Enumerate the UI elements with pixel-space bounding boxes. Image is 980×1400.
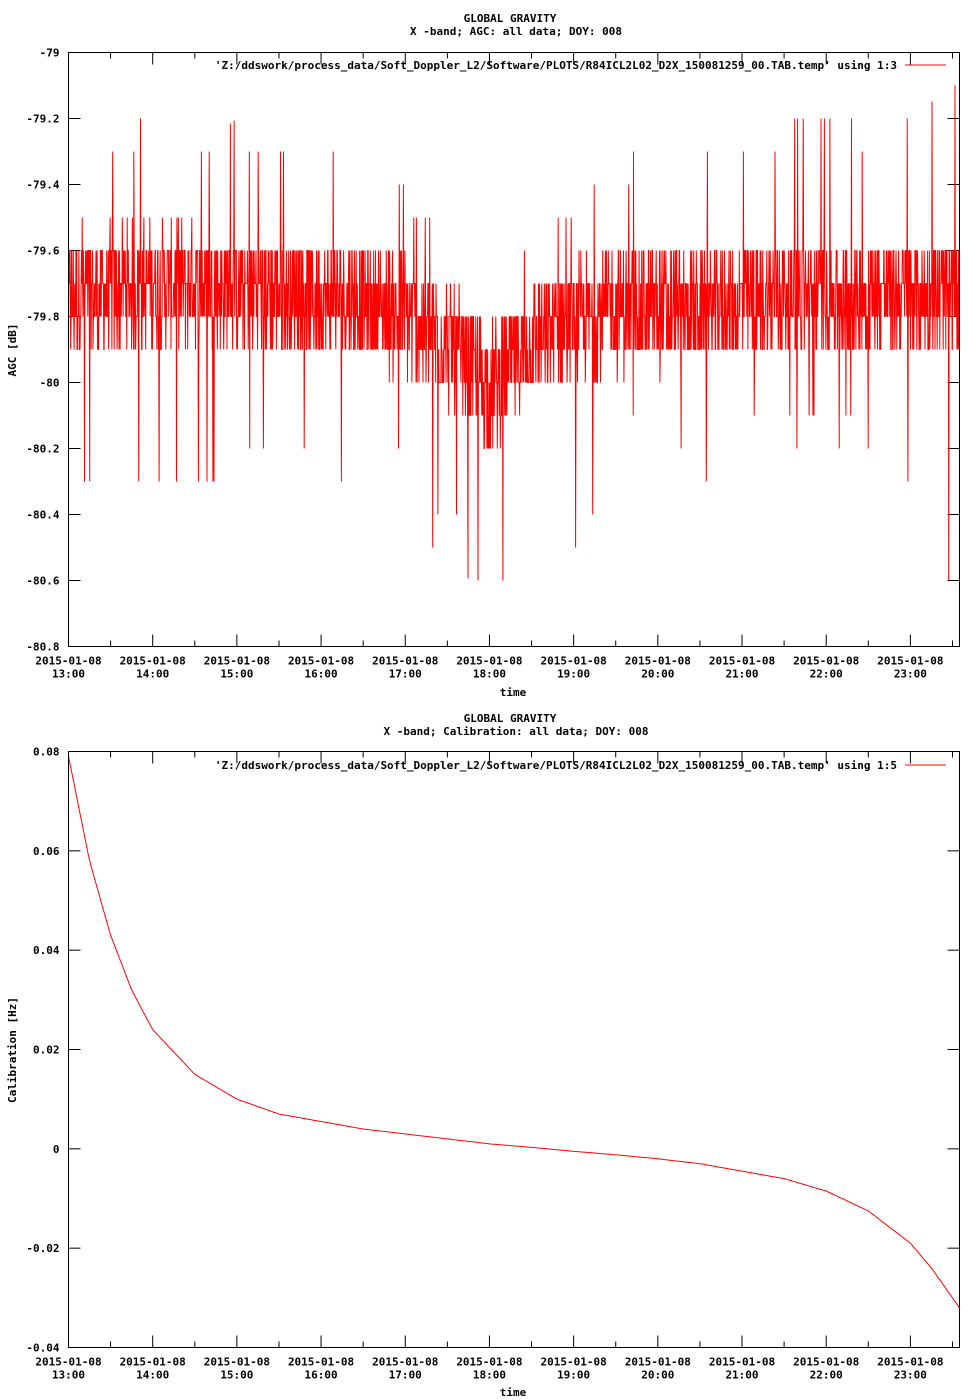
calibration-chart-x-tick-date: 2015-01-08 [877,1356,943,1369]
agc-chart-x-tick-time: 18:00 [473,668,506,681]
agc-chart-x-tick-time: 17:00 [389,668,422,681]
calibration-chart-x-tick-date: 2015-01-08 [625,1356,691,1369]
agc-chart-y-tick-label: -79.4 [26,179,59,192]
calibration-chart-y-tick-label: 0.02 [33,1044,60,1057]
agc-chart-x-tick-date: 2015-01-08 [793,655,859,668]
calibration-chart-legend-label: 'Z:/ddswork/process_data/Soft_Doppler_L2… [215,759,897,772]
agc-chart-x-tick-time: 14:00 [136,668,169,681]
agc-chart-y-tick-label: -79.2 [26,113,59,126]
calibration-chart-y-tick-label: 0.08 [33,746,60,759]
calibration-chart-x-tick-date: 2015-01-08 [204,1356,270,1369]
agc-chart-x-tick-date: 2015-01-08 [35,655,101,668]
calibration-chart-title: GLOBAL GRAVITY [464,712,557,725]
agc-chart-x-tick-time: 19:00 [557,668,590,681]
calibration-chart-x-tick-time: 16:00 [305,1369,338,1382]
calibration-chart-x-tick-date: 2015-01-08 [709,1356,775,1369]
agc-chart-x-tick-time: 22:00 [810,668,843,681]
agc-chart-y-tick-label: -79.6 [26,245,59,258]
agc-chart-y-tick-label: -79.8 [26,311,59,324]
calibration-chart-y-tick-label: 0.06 [33,845,60,858]
calibration-chart-frame [68,751,960,1348]
calibration-chart-series-line [68,756,960,1309]
calibration-chart-ticks: 0.080.060.040.020-0.02-0.042015-01-0813:… [26,746,960,1382]
agc-chart-x-tick-date: 2015-01-08 [204,655,270,668]
agc-chart-x-tick-date: 2015-01-08 [372,655,438,668]
calibration-chart-x-tick-date: 2015-01-08 [35,1356,101,1369]
agc-chart-title: GLOBAL GRAVITY [464,12,557,25]
calibration-chart: GLOBAL GRAVITY X -band; Calibration: all… [6,712,960,1399]
calibration-chart-y-tick-label: -0.04 [26,1342,59,1355]
calibration-chart-x-tick-time: 23:00 [894,1369,927,1382]
calibration-chart-x-tick-date: 2015-01-08 [793,1356,859,1369]
agc-chart-x-tick-date: 2015-01-08 [541,655,607,668]
calibration-chart-x-tick-date: 2015-01-08 [456,1356,522,1369]
calibration-chart-x-tick-time: 19:00 [557,1369,590,1382]
agc-chart-subtitle: X -band; AGC: all data; DOY: 008 [410,25,622,38]
calibration-chart-x-tick-date: 2015-01-08 [372,1356,438,1369]
calibration-chart-x-tick-date: 2015-01-08 [541,1356,607,1369]
calibration-chart-x-tick-time: 20:00 [641,1369,674,1382]
agc-chart-x-tick-date: 2015-01-08 [456,655,522,668]
agc-chart-y-tick-label: -80.8 [26,641,59,654]
agc-chart: GLOBAL GRAVITY X -band; AGC: all data; D… [6,12,960,699]
agc-chart-y-tick-label: -80.4 [26,509,59,522]
agc-chart-x-tick-date: 2015-01-08 [288,655,354,668]
calibration-chart-x-tick-time: 18:00 [473,1369,506,1382]
calibration-chart-y-tick-label: 0 [53,1143,60,1156]
agc-chart-series-line [68,85,960,581]
calibration-chart-x-tick-date: 2015-01-08 [120,1356,186,1369]
calibration-chart-x-tick-time: 22:00 [810,1369,843,1382]
calibration-chart-x-axis-label: time [500,1386,527,1399]
calibration-chart-x-tick-time: 17:00 [389,1369,422,1382]
agc-chart-y-tick-label: -80.6 [26,575,59,588]
calibration-chart-y-tick-label: -0.02 [26,1242,59,1255]
agc-chart-y-tick-label: -80.2 [26,443,59,456]
agc-chart-x-tick-date: 2015-01-08 [709,655,775,668]
calibration-chart-x-tick-date: 2015-01-08 [288,1356,354,1369]
calibration-chart-y-axis-label: Calibration [Hz] [6,997,19,1103]
agc-chart-x-tick-time: 13:00 [52,668,85,681]
agc-chart-x-tick-time: 16:00 [305,668,338,681]
agc-chart-frame [68,52,960,647]
agc-chart-y-tick-label: -80 [40,377,60,390]
agc-chart-x-tick-date: 2015-01-08 [120,655,186,668]
calibration-chart-x-tick-time: 21:00 [725,1369,758,1382]
agc-chart-x-tick-time: 20:00 [641,668,674,681]
agc-chart-x-axis-label: time [500,686,527,699]
calibration-chart-subtitle: X -band; Calibration: all data; DOY: 008 [384,725,649,738]
agc-chart-x-tick-date: 2015-01-08 [877,655,943,668]
agc-chart-y-axis-label: AGC [dB] [6,324,19,377]
agc-chart-legend-label: 'Z:/ddswork/process_data/Soft_Doppler_L2… [215,59,897,72]
agc-chart-ticks: -79 -79.2 -79.4 -79.6 -79.8 -80 -80.2 -80.4 -80.… [26,47,960,681]
agc-chart-x-tick-date: 2015-01-08 [625,655,691,668]
calibration-chart-x-tick-time: 14:00 [136,1369,169,1382]
agc-chart-plot-area [68,85,960,581]
calibration-chart-y-tick-label: 0.04 [33,944,60,957]
agc-chart-x-tick-time: 21:00 [725,668,758,681]
calibration-chart-x-tick-time: 15:00 [220,1369,253,1382]
agc-chart-x-tick-time: 15:00 [220,668,253,681]
calibration-chart-plot-area [68,756,960,1309]
calibration-chart-x-tick-time: 13:00 [52,1369,85,1382]
agc-chart-y-tick-label: -79 [40,47,60,60]
agc-chart-x-tick-time: 23:00 [894,668,927,681]
